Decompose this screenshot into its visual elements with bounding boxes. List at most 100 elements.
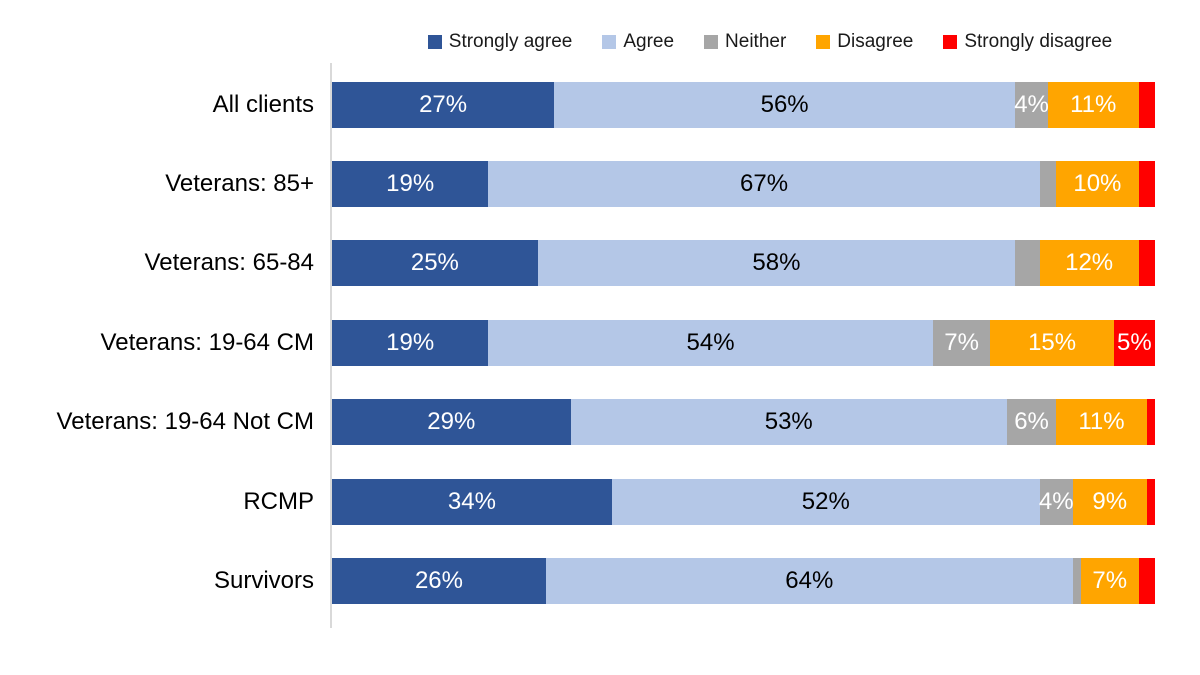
legend-label: Agree <box>623 31 675 52</box>
bar-segment-strongly-agree: 26% <box>332 558 546 605</box>
legend-item-0: Strongly agree <box>427 31 573 53</box>
bar-segment-strongly-disagree <box>1146 478 1155 525</box>
category-label: Veterans: 85+ <box>165 170 314 198</box>
bar-track: 19% 54% 7% 15% 5% <box>332 319 1155 366</box>
legend-label: Strongly disagree <box>964 31 1113 52</box>
legend-label: Neither <box>725 31 787 52</box>
legend-item-3: Disagree <box>816 31 913 53</box>
bar-segment-neither: 4% <box>1038 478 1074 525</box>
legend-swatch-icon <box>427 35 442 49</box>
bar-segment-disagree: 12% <box>1039 240 1139 287</box>
data-label: 9% <box>1092 487 1128 515</box>
data-label: 58% <box>752 249 801 277</box>
chart-row: RCMP 34% 52% 4% 9% <box>0 462 1200 541</box>
bar-segment-neither <box>1015 240 1040 287</box>
data-label: 29% <box>427 408 476 436</box>
legend-swatch-icon <box>704 35 719 49</box>
chart-row: Veterans: 85+ 19% 67% 10% <box>0 144 1200 223</box>
category-label: All clients <box>212 90 314 118</box>
data-label: 12% <box>1065 249 1114 277</box>
bar-segment-agree: 67% <box>488 161 1040 208</box>
bar-segment-agree: 54% <box>488 319 933 366</box>
legend-swatch-icon <box>943 35 958 49</box>
bar-segment-strongly-agree: 29% <box>332 399 571 446</box>
category-label: Survivors <box>213 567 314 595</box>
bar-segment-agree: 52% <box>611 478 1040 525</box>
data-label: 7% <box>944 328 979 356</box>
bar-segment-strongly-agree: 19% <box>332 319 489 366</box>
data-label: 11% <box>1078 408 1125 436</box>
bar-segment-disagree: 11% <box>1047 81 1139 128</box>
data-label: 4% <box>1014 90 1049 118</box>
bar-segment-neither: 6% <box>1006 399 1057 446</box>
category-label: Veterans: 19-64 CM <box>100 328 314 356</box>
category-label: Veterans: 19-64 Not CM <box>56 408 314 436</box>
stacked-bar-chart: All clients 27% 56% 4% 11% Veterans: 85+ 19% 67… <box>0 65 1200 621</box>
data-label: 67% <box>740 170 789 198</box>
legend-swatch-icon <box>602 35 617 49</box>
bar-segment-disagree: 15% <box>990 319 1114 366</box>
bar-segment-strongly-disagree <box>1138 161 1155 208</box>
legend-label: Disagree <box>837 31 914 52</box>
legend-item-2: Neither <box>704 31 786 53</box>
y-axis-line <box>330 63 332 628</box>
data-label: 54% <box>686 328 735 356</box>
data-label: 11% <box>1070 90 1117 118</box>
bar-track: 27% 56% 4% 11% <box>332 81 1155 128</box>
bar-track: 34% 52% 4% 9% <box>332 478 1155 525</box>
bar-segment-disagree: 10% <box>1056 161 1139 208</box>
bar-segment-strongly-disagree <box>1138 558 1155 605</box>
bar-segment-neither: 7% <box>932 319 991 366</box>
legend-item-4: Strongly disagree <box>943 31 1112 53</box>
bar-track: 26% 64% 7% <box>332 558 1155 605</box>
bar-segment-strongly-agree: 27% <box>332 81 555 128</box>
data-label: 56% <box>760 90 809 118</box>
bar-segment-disagree: 7% <box>1080 558 1139 605</box>
category-label: RCMP <box>243 487 314 515</box>
data-label: 7% <box>1092 567 1128 595</box>
bar-segment-agree: 58% <box>537 240 1016 287</box>
bar-segment-agree: 56% <box>554 81 1016 128</box>
data-label: 15% <box>1028 328 1077 356</box>
data-label: 27% <box>419 90 468 118</box>
bar-segment-neither: 4% <box>1014 81 1049 128</box>
legend-item-1: Agree <box>602 31 674 53</box>
bar-segment-strongly-agree: 25% <box>332 240 538 287</box>
bar-segment-strongly-agree: 19% <box>332 161 489 208</box>
bar-segment-agree: 64% <box>545 558 1073 605</box>
bar-segment-strongly-agree: 34% <box>332 478 612 525</box>
data-label: 19% <box>386 170 435 198</box>
chart-row: All clients 27% 56% 4% 11% <box>0 65 1200 144</box>
chart-row: Veterans: 19-64 CM 19% 54% 7% 15% 5% <box>0 303 1200 382</box>
data-label: 5% <box>1117 328 1152 356</box>
legend-label: Strongly agree <box>448 31 573 52</box>
bar-segment-neither <box>1039 161 1057 208</box>
bar-segment-strongly-disagree <box>1138 81 1155 128</box>
data-label: 53% <box>764 408 813 436</box>
bar-track: 29% 53% 6% 11% <box>332 399 1155 446</box>
chart-row: Veterans: 65-84 25% 58% 12% <box>0 224 1200 303</box>
data-label: 19% <box>386 328 435 356</box>
data-label: 25% <box>410 249 459 277</box>
bar-track: 19% 67% 10% <box>332 161 1155 208</box>
bar-segment-agree: 53% <box>570 399 1007 446</box>
chart-legend: Strongly agree Agree Neither Disagree Strong… <box>340 31 1200 53</box>
legend-swatch-icon <box>816 35 831 49</box>
category-label: Veterans: 65-84 <box>144 249 314 277</box>
bar-track: 25% 58% 12% <box>332 240 1155 287</box>
data-label: 6% <box>1014 408 1049 436</box>
chart-row: Survivors 26% 64% 7% <box>0 541 1200 620</box>
data-label: 34% <box>447 487 496 515</box>
data-label: 52% <box>801 487 850 515</box>
data-label: 64% <box>785 567 834 595</box>
bar-segment-disagree: 9% <box>1072 478 1147 525</box>
data-label: 4% <box>1038 487 1074 515</box>
data-label: 10% <box>1073 170 1122 198</box>
bar-segment-strongly-disagree: 5% <box>1113 319 1155 366</box>
bar-segment-neither <box>1072 558 1081 605</box>
data-label: 26% <box>414 567 463 595</box>
bar-segment-strongly-disagree <box>1146 399 1155 446</box>
bar-segment-disagree: 11% <box>1056 399 1147 446</box>
chart-row: Veterans: 19-64 Not CM 29% 53% 6% 11% <box>0 383 1200 462</box>
